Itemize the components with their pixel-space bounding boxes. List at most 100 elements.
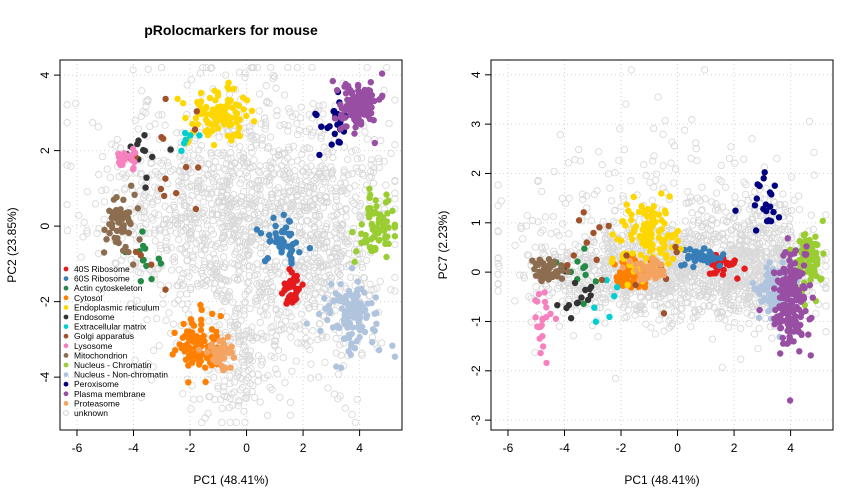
left-panel-point-plasma-membrane [349, 108, 356, 115]
left-panel-point-golgi-apparatus [132, 248, 140, 256]
left-panel-point-unknown [219, 387, 228, 396]
left-panel-point-unknown [276, 170, 285, 178]
legend-label-unknown: unknown [74, 408, 108, 418]
left-panel-point-endoplasmic-reticulum [196, 100, 204, 107]
left-panel-point-unknown [241, 298, 249, 306]
left-panel-point-unknown [102, 186, 110, 194]
left-panel-point-unknown [175, 236, 183, 244]
right-panel-point-unknown [494, 287, 502, 295]
left-panel-point-unknown [260, 311, 268, 319]
right-panel-point-unknown [700, 66, 709, 74]
left-panel-point-nucleus-non-chromatin [348, 342, 355, 350]
left-panel-point-unknown [215, 198, 224, 207]
left-panel-point-unknown [194, 282, 202, 290]
left-panel-point-unknown [190, 151, 198, 159]
left-panel-point-unknown [319, 101, 327, 109]
right-panel-point-unknown [684, 292, 693, 300]
right-panel-point-lysosome [539, 316, 546, 323]
left-panel-point-unknown [362, 256, 371, 265]
left-panel-point-unknown [151, 120, 159, 128]
left-panel-point-unknown [168, 266, 176, 274]
left-panel-point-unknown [235, 253, 244, 262]
left-panel-point-mitochondrion [127, 220, 134, 228]
right-panel-point-unknown [714, 206, 722, 214]
left-panel-point-golgi-apparatus [193, 108, 200, 115]
right-panel-point-unknown [687, 230, 696, 238]
left-panel-point-unknown [326, 184, 335, 192]
left-panel-point-60s-ribosome [261, 257, 269, 265]
left-panel-point-unknown [243, 287, 252, 295]
right-panel-point-unknown [755, 324, 763, 333]
left-panel-point-60s-ribosome [253, 226, 261, 233]
right-panel-point-unknown [671, 165, 680, 173]
right-panel-point-unknown [768, 239, 777, 247]
left-panel-point-unknown [296, 321, 304, 329]
left-panel-point-unknown [137, 213, 145, 222]
right-panel-point-endoplasmic-reticulum [663, 254, 670, 261]
left-panel-point-unknown [248, 387, 256, 396]
left-panel-point-unknown [177, 213, 186, 221]
left-panel-point-golgi-apparatus [182, 163, 190, 171]
right-panel-point-endoplasmic-reticulum [632, 223, 640, 230]
right-panel-point-unknown [539, 249, 547, 258]
right-panel-point-unknown [528, 216, 537, 225]
left-panel-point-unknown [234, 275, 242, 283]
left-panel-point-unknown [136, 187, 144, 195]
right-panel-point-unknown [670, 179, 678, 187]
left-panel-point-nucleus-chromatin [349, 228, 356, 236]
right-panel-point-unknown [565, 292, 574, 300]
left-panel-point-unknown [288, 367, 296, 375]
right-panel-point-unknown [790, 196, 798, 204]
left-panel-y-tick-label: 4 [38, 71, 52, 78]
left-panel-point-unknown [302, 334, 310, 343]
left-panel-point-unknown [136, 170, 145, 179]
right-panel-point-mitochondrion [531, 265, 538, 273]
right-panel-point-unknown [714, 233, 722, 241]
left-panel-point-endoplasmic-reticulum [248, 107, 256, 115]
left-panel-point-unknown [231, 312, 239, 321]
left-panel-point-unknown [178, 183, 186, 191]
left-panel-point-unknown [203, 221, 211, 229]
left-panel-point-unknown [323, 220, 331, 228]
left-panel-point-unknown [185, 272, 193, 280]
left-panel-point-endosome [143, 174, 150, 181]
right-panel-point-unknown [750, 330, 759, 338]
left-panel-point-unknown [325, 150, 333, 158]
right-panel-point-endosome [571, 279, 579, 287]
left-panel-point-unknown [253, 184, 262, 193]
left-panel-point-nucleus-chromatin [353, 248, 360, 255]
left-panel-point-unknown [217, 291, 226, 299]
right-panel-point-lysosome [547, 310, 554, 317]
left-panel-point-unknown [257, 196, 266, 205]
left-panel-point-proteasome [203, 349, 211, 356]
left-panel-point-unknown [241, 69, 249, 77]
left-panel-point-endoplasmic-reticulum [212, 97, 219, 104]
right-panel-point-golgi-apparatus [590, 229, 597, 237]
right-panel-point-unknown [771, 228, 780, 237]
right-panel-point-lysosome [541, 298, 549, 306]
left-panel-point-unknown [262, 302, 270, 311]
left-panel-point-mitochondrion [110, 196, 118, 203]
right-panel-point-unknown [543, 282, 551, 290]
left-panel-point-unknown [170, 253, 179, 261]
left-panel-point-unknown [286, 411, 295, 419]
left-panel-point-extracellular-matrix [180, 140, 188, 147]
left-panel-point-unknown [216, 395, 225, 404]
right-panel-point-unknown [698, 206, 706, 214]
right-panel-point-lysosome [552, 315, 560, 322]
right-panel-point-unknown [718, 296, 726, 305]
legend-marker-unknown [63, 410, 69, 416]
left-panel-point-cytosol [202, 378, 209, 386]
right-panel-point-unknown [781, 208, 789, 217]
right-panel-point-unknown [737, 355, 745, 363]
left-panel-point-nucleus-chromatin [358, 221, 365, 228]
left-panel-point-unknown [261, 118, 270, 126]
left-panel-point-plasma-membrane [379, 92, 386, 100]
right-panel-point-endoplasmic-reticulum [669, 255, 677, 262]
right-panel-point-unknown [593, 187, 601, 195]
left-panel-point-unknown [121, 184, 129, 192]
left-panel-point-unknown [256, 191, 264, 200]
legend-marker-endoplasmic-reticulum [63, 305, 69, 310]
right-panel-point-unknown [724, 323, 733, 331]
right-panel-point-60s-ribosome [717, 254, 724, 262]
